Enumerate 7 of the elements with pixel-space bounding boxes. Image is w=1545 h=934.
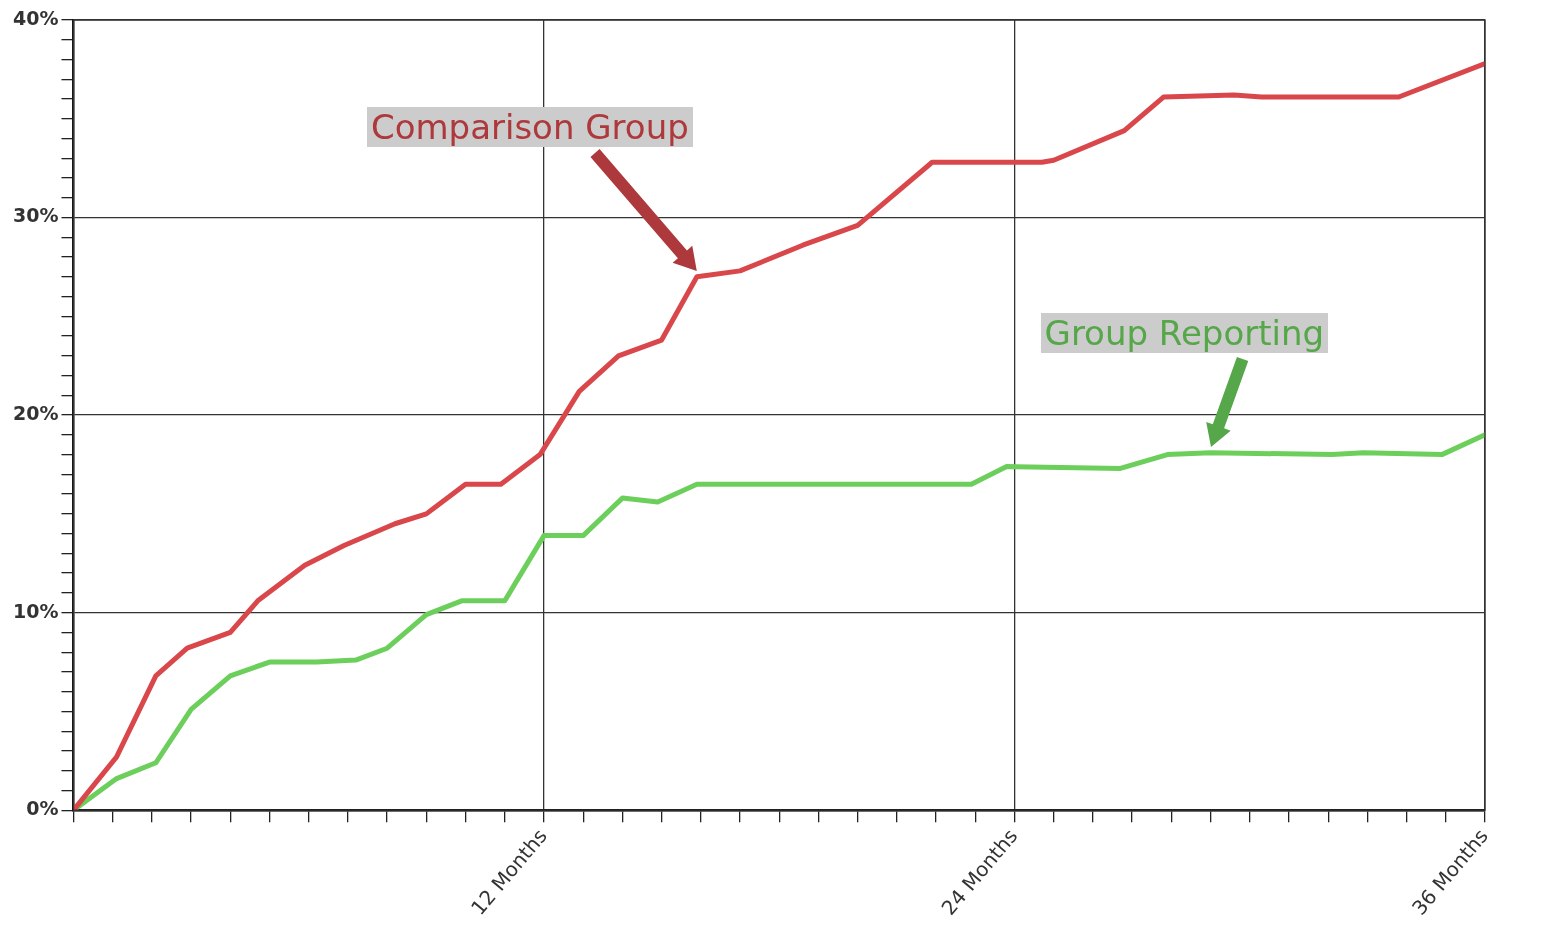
text: Group Reporting bbox=[1040, 312, 1329, 353]
text: Comparison Group bbox=[366, 106, 693, 147]
y-tick-label: 40% bbox=[12, 6, 59, 29]
y-tick-label: 30% bbox=[12, 204, 59, 227]
y-tick-label: 0% bbox=[26, 797, 59, 820]
y-tick-label: 20% bbox=[12, 402, 59, 425]
y-tick-label: 10% bbox=[12, 599, 59, 622]
